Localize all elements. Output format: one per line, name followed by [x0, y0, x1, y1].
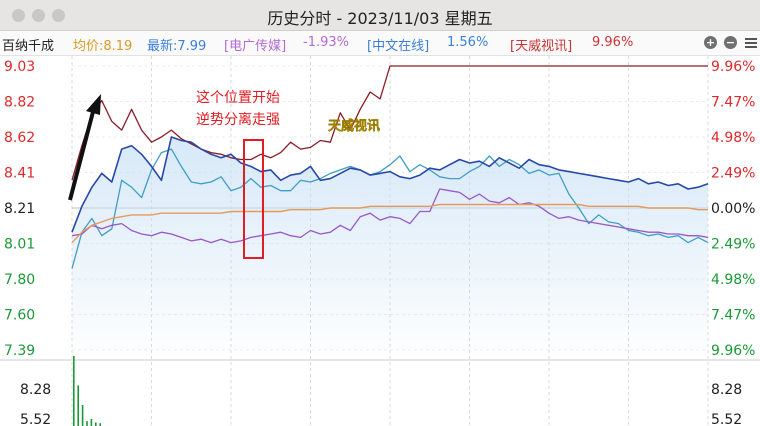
peer-label-tianwei: 天威视讯 [328, 118, 380, 134]
trend-arrow [68, 94, 101, 201]
y-tick-left: 8.62 [4, 130, 35, 146]
y-tick-left: 7.80 [4, 272, 35, 288]
stock-name: 百纳千成 [2, 39, 55, 54]
chart-axes: 9.03 9.96% 8.82 7.47% 8.62 4.98% 8.41 2.49% 8.21… [4, 59, 755, 426]
y-tick-left: 8.82 [4, 95, 35, 111]
peer-zhongwen-name[interactable]: [中文在线] [367, 39, 430, 54]
volume-bar [77, 385, 79, 426]
volume-tick-left: 5.52 [20, 412, 51, 426]
info-bar: 百纳千成 均价:8.19 最新:7.99 [电广传媒] -1.93% [中文在线… [0, 31, 760, 56]
breakout-highlight-box [243, 139, 264, 259]
volume-bars [73, 356, 101, 426]
series-line-avg_line [71, 203, 708, 244]
zoom-window-button[interactable] [52, 9, 65, 22]
zoom-in-icon[interactable]: + [704, 36, 717, 49]
y-tick-right: 9.96% [711, 59, 755, 75]
peer-dianguang-name[interactable]: [电广传媒] [224, 39, 287, 54]
series-line-zhongwen [71, 148, 709, 269]
y-tick-right: 4.98% [711, 130, 755, 146]
peer-tianwei-change: 9.96% [592, 35, 634, 50]
y-tick-left: 8.21 [4, 201, 35, 217]
volume-bar [95, 422, 97, 426]
annotation-text-line1: 这个位置开始 [196, 89, 280, 106]
peer-zhongwen-change: 1.56% [447, 35, 489, 50]
volume-tick-right: 8.28 [711, 382, 742, 398]
window-title: 历史分时 - 2023/11/03 星期五 [267, 9, 493, 28]
volume-bar [86, 421, 88, 426]
y-tick-right: 9.96% [711, 343, 755, 359]
minimize-window-button[interactable] [32, 9, 45, 22]
zoom-out-icon[interactable]: − [724, 36, 737, 49]
y-tick-right: 0.00% [711, 201, 755, 217]
series-line-dianguang [71, 188, 709, 244]
title-bar: 历史分时 - 2023/11/03 星期五 [0, 0, 760, 31]
volume-tick-right: 5.52 [711, 412, 742, 426]
peer-dianguang-change: -1.93% [303, 35, 349, 50]
volume-bar [90, 419, 93, 426]
volume-bar [81, 405, 84, 426]
chart-series [71, 65, 709, 350]
y-tick-left: 8.01 [4, 237, 35, 253]
y-tick-left: 8.41 [4, 166, 35, 182]
series-line-tianwei [71, 65, 708, 181]
latest-price: 最新:7.99 [147, 39, 207, 54]
annotation-text-line2: 逆势分离走强 [196, 111, 280, 128]
y-tick-left: 7.39 [4, 343, 35, 359]
series-line-price_line [71, 136, 709, 233]
y-tick-right: 2.49% [711, 237, 755, 253]
price-area-fill [72, 137, 708, 350]
y-tick-right: 7.47% [711, 308, 755, 324]
peer-tianwei-name[interactable]: [天威视讯] [510, 39, 573, 54]
y-tick-right: 4.98% [711, 272, 755, 288]
volume-bar [73, 356, 75, 426]
y-tick-right: 2.49% [711, 166, 755, 182]
volume-bar [99, 423, 101, 426]
hamburger-menu-icon[interactable] [745, 38, 757, 48]
y-tick-right: 7.47% [711, 95, 755, 111]
y-tick-left: 7.60 [4, 308, 35, 324]
close-window-button[interactable] [12, 9, 25, 22]
volume-tick-left: 8.28 [20, 382, 51, 398]
average-price: 均价:8.19 [73, 39, 133, 54]
y-tick-left: 9.03 [4, 59, 35, 75]
